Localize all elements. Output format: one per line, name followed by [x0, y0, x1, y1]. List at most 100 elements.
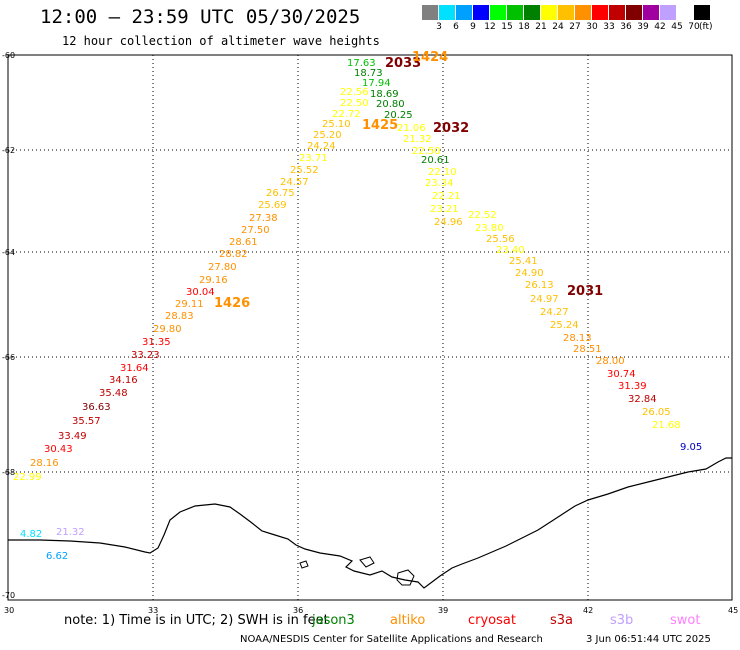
wave-height-label: 24.57 [280, 177, 309, 188]
wave-height-label: 17.63 [347, 58, 376, 69]
legend-label: 45 [671, 22, 683, 32]
wave-height-label: 28.00 [596, 356, 625, 367]
wave-height-label: 22.21 [432, 191, 461, 202]
lon-label: 36 [293, 606, 304, 615]
wave-height-label: 22.99 [13, 472, 42, 483]
wave-height-label: 24.90 [515, 268, 544, 279]
wave-height-label: 29.16 [199, 275, 228, 286]
pass-time-label: 1424 [412, 50, 448, 65]
legend-label: 42 [654, 22, 666, 32]
wave-height-label: 22.56 [340, 87, 369, 98]
lon-label: 39 [438, 606, 449, 615]
footer-org: NOAA/NESDIS Center for Satellite Applica… [240, 634, 543, 645]
pass-time-label: 2031 [567, 284, 603, 299]
wave-height-label: 25.69 [258, 200, 287, 211]
wave-height-label: 28.61 [229, 237, 258, 248]
wave-height-label: 6.62 [46, 551, 68, 562]
wave-height-label: 22.50 [412, 146, 441, 157]
wave-height-label: 25.24 [550, 320, 579, 331]
wave-height-label: 29.11 [175, 299, 204, 310]
wave-height-label: 31.39 [618, 381, 647, 392]
lat-label: -70 [2, 591, 16, 600]
wave-height-label: 24.97 [530, 294, 559, 305]
pass-time-label: 2033 [385, 56, 421, 71]
legend-label: 18 [518, 22, 530, 32]
coast-island [359, 556, 375, 568]
wave-height-label: 22.10 [428, 167, 457, 178]
wave-height-label: 28.51 [573, 344, 602, 355]
wave-height-label: 28.16 [30, 458, 59, 469]
wave-height-label: 35.57 [72, 416, 101, 427]
pass-time-label: 1425 [362, 118, 398, 133]
wave-height-label: 23.80 [475, 223, 504, 234]
wave-height-label: 25.41 [509, 256, 538, 267]
wave-height-label: 21.68 [652, 420, 681, 431]
legend-label: 15 [501, 22, 513, 32]
pass-time-label: 1426 [214, 296, 250, 311]
wave-height-label: 32.84 [628, 394, 657, 405]
wave-height-label: 25.20 [313, 130, 342, 141]
wave-height-label: 28.82 [219, 249, 248, 260]
legend-swatch [456, 5, 473, 20]
wave-height-label: 24.27 [540, 307, 569, 318]
lat-label: -66 [2, 353, 16, 362]
wave-height-label: 30.04 [186, 287, 215, 298]
wave-height-label: 22.50 [340, 98, 369, 109]
legend-label: 33 [603, 22, 615, 32]
wave-height-label: 26.75 [266, 188, 295, 199]
legend-swatch [660, 5, 677, 20]
legend-unit: (ft) [699, 22, 713, 32]
page-subtitle: 12 hour collection of altimeter wave hei… [62, 34, 380, 48]
wave-height-label: 21.06 [397, 123, 426, 134]
satellite-label-s3a: s3a [550, 613, 574, 628]
wave-height-label: 23.21 [430, 204, 459, 215]
lon-label: 42 [583, 606, 594, 615]
wave-height-label: 20.25 [384, 110, 413, 121]
wave-height-label: 31.64 [120, 363, 149, 374]
lat-label: -68 [2, 468, 16, 477]
lat-label: -64 [2, 248, 16, 257]
pass-time-label: 2032 [433, 121, 469, 136]
lon-label: 30 [4, 606, 15, 615]
lat-label: -62 [2, 146, 16, 155]
legend-swatch [439, 5, 456, 20]
wave-height-label: 22.72 [332, 109, 361, 120]
satellite-label-jason3: jason3 [312, 613, 355, 628]
legend-label: 9 [470, 22, 476, 32]
wave-height-label: 26.13 [525, 280, 554, 291]
wave-height-label: 30.74 [607, 369, 636, 380]
legend-swatch [473, 5, 490, 20]
legend-label: 70 [688, 22, 700, 32]
legend-swatch [507, 5, 524, 20]
legend-swatch [575, 5, 592, 20]
wave-height-label: 22.52 [468, 210, 497, 221]
wave-height-label: 27.38 [249, 213, 278, 224]
legend-label: 21 [535, 22, 547, 32]
legend-swatch [609, 5, 626, 20]
footer-timestamp: 3 Jun 06:51:44 UTC 2025 [586, 634, 711, 645]
legend-label: 39 [637, 22, 649, 32]
legend-swatch [626, 5, 643, 20]
legend-label: 30 [586, 22, 598, 32]
legend-label: 12 [484, 22, 496, 32]
wave-height-label: 35.48 [99, 388, 128, 399]
wave-height-label: 23.34 [425, 178, 454, 189]
wave-height-label: 31.35 [142, 337, 171, 348]
wave-height-label: 17.94 [362, 78, 391, 89]
legend-swatch [677, 5, 694, 20]
note-text: note: 1) Time is in UTC; 2) SWH is in fe… [64, 613, 329, 628]
wave-height-label: 20.80 [376, 99, 405, 110]
wave-height-label: 27.50 [241, 225, 270, 236]
lon-label: 33 [148, 606, 159, 615]
wave-height-label: 26.05 [642, 407, 671, 418]
legend-label: 27 [569, 22, 581, 32]
wave-height-label: 28.83 [165, 311, 194, 322]
wave-height-label: 29.80 [153, 324, 182, 335]
legend-label: 6 [453, 22, 459, 32]
wave-height-label: 21.32 [56, 527, 85, 538]
legend-swatch [490, 5, 507, 20]
satellite-label-swot: swot [670, 613, 701, 628]
